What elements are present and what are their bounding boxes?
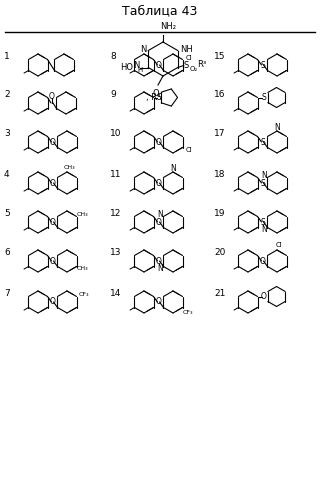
- Text: 11: 11: [110, 170, 122, 179]
- Text: N: N: [261, 225, 267, 234]
- Text: N: N: [170, 164, 176, 173]
- Text: H: H: [138, 66, 143, 72]
- Text: O: O: [156, 297, 161, 306]
- Text: NH₂: NH₂: [160, 22, 176, 31]
- Text: , R³: , R³: [146, 92, 160, 101]
- Text: Таблица 43: Таблица 43: [122, 4, 198, 17]
- Text: O: O: [153, 89, 159, 98]
- Text: S: S: [260, 60, 265, 69]
- Text: O: O: [49, 91, 55, 100]
- Text: 7: 7: [4, 289, 10, 298]
- Text: 20: 20: [214, 248, 225, 257]
- Text: O: O: [50, 218, 55, 227]
- Text: 10: 10: [110, 129, 122, 138]
- Text: 8: 8: [110, 52, 116, 61]
- Text: CF₃: CF₃: [78, 292, 89, 297]
- Text: O: O: [261, 292, 267, 301]
- Text: 12: 12: [110, 209, 121, 218]
- Text: Cl: Cl: [276, 242, 282, 248]
- Text: O: O: [50, 179, 55, 188]
- Text: CH₃: CH₃: [63, 165, 75, 170]
- Text: O: O: [156, 138, 161, 147]
- Text: Cl: Cl: [185, 147, 192, 153]
- Text: 16: 16: [214, 90, 226, 99]
- Text: HO: HO: [120, 63, 133, 72]
- Text: CH₃: CH₃: [77, 212, 88, 217]
- Text: CF₃: CF₃: [182, 310, 193, 315]
- Text: R³: R³: [197, 60, 206, 69]
- Text: 6: 6: [4, 248, 10, 257]
- Text: N: N: [157, 210, 163, 219]
- Text: N: N: [133, 61, 140, 70]
- Text: O: O: [156, 179, 161, 188]
- Text: O: O: [50, 138, 55, 147]
- Text: 1: 1: [4, 52, 10, 61]
- Text: NH: NH: [180, 45, 192, 54]
- Text: 19: 19: [214, 209, 226, 218]
- Text: S: S: [183, 61, 188, 70]
- Text: 5: 5: [4, 209, 10, 218]
- Text: O: O: [156, 60, 161, 69]
- Text: Cl: Cl: [185, 54, 192, 60]
- Text: O₂: O₂: [189, 65, 198, 71]
- Text: O: O: [260, 256, 265, 265]
- Text: 14: 14: [110, 289, 121, 298]
- Text: 18: 18: [214, 170, 226, 179]
- Text: N: N: [261, 171, 267, 180]
- Text: 3: 3: [4, 129, 10, 138]
- Text: 21: 21: [214, 289, 225, 298]
- Text: O: O: [156, 256, 161, 265]
- Text: CH₃: CH₃: [77, 266, 88, 271]
- Text: N: N: [274, 123, 280, 132]
- Text: 17: 17: [214, 129, 226, 138]
- Text: S: S: [262, 93, 267, 102]
- Text: S: S: [260, 138, 265, 147]
- Text: 15: 15: [214, 52, 226, 61]
- Text: N: N: [140, 45, 146, 54]
- Text: S: S: [260, 179, 265, 188]
- Text: 13: 13: [110, 248, 122, 257]
- Text: N: N: [157, 264, 163, 273]
- Text: O: O: [156, 218, 161, 227]
- Text: O: O: [50, 256, 55, 265]
- Text: 9: 9: [110, 90, 116, 99]
- Text: S: S: [157, 93, 161, 102]
- Text: 2: 2: [4, 90, 10, 99]
- Text: S: S: [260, 218, 265, 227]
- Text: O: O: [50, 297, 55, 306]
- Text: 4: 4: [4, 170, 10, 179]
